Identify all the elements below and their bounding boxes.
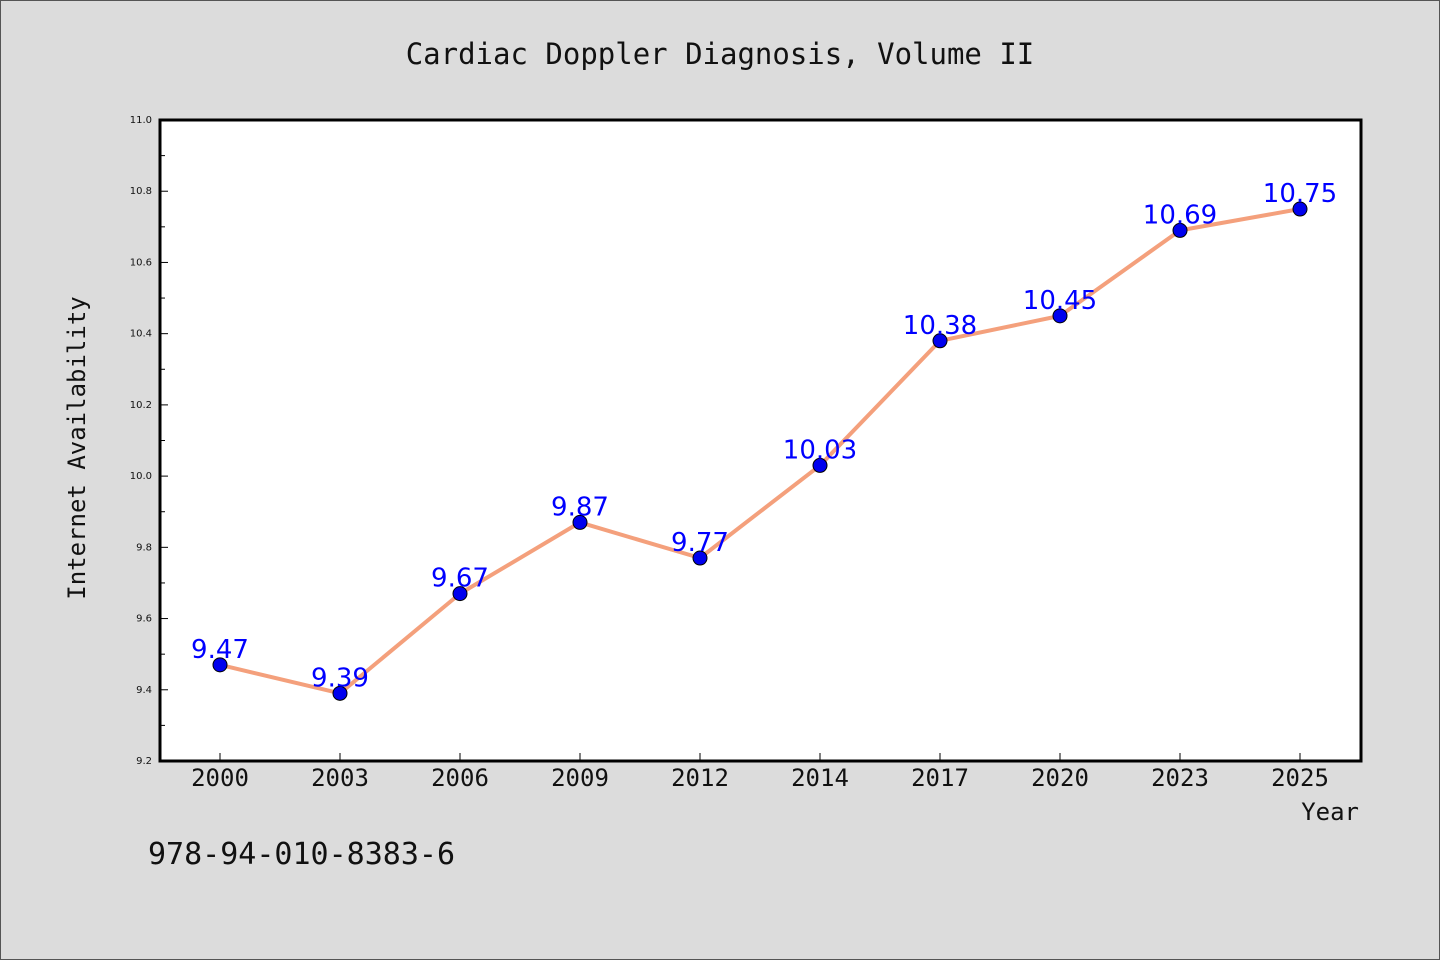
data-point [932, 333, 948, 349]
data-label: 10.03 [783, 435, 857, 465]
x-tick-label: 2020 [1031, 764, 1089, 792]
y-tick-label: 9.4 [136, 685, 152, 696]
series-group: 9.47 9.39 9.67 9.87 9.77 10.03 10.38 10.45 10.69… [191, 179, 1337, 701]
y-tick-label: 10.0 [130, 471, 152, 482]
x-tick-label: 2006 [431, 764, 489, 792]
isbn-text: 978-94-010-8383-6 [148, 837, 455, 872]
x-tick-label: 2009 [551, 764, 609, 792]
data-label: 9.77 [671, 528, 729, 558]
data-point [692, 550, 708, 566]
y-tick-label: 9.6 [136, 614, 152, 625]
data-point [1052, 308, 1068, 324]
series-line [218, 207, 1302, 696]
x-tick-label: 2000 [191, 764, 249, 792]
x-tick-label: 2025 [1271, 764, 1329, 792]
y-tick-label: 11.0 [130, 115, 152, 126]
y-tick-label: 10.8 [130, 186, 152, 197]
data-point [812, 457, 828, 473]
y-tick-label: 10.2 [130, 400, 152, 411]
x-tick-label: 2023 [1151, 764, 1209, 792]
data-point [1292, 201, 1308, 217]
x-tick-label: 2014 [791, 764, 849, 792]
y-axis: 9.2 9.4 9.6 9.8 10.0 10.2 10.4 10.6 10.8 11.0 [130, 115, 168, 767]
x-axis-label: Year [1301, 798, 1359, 826]
data-label: 9.67 [431, 564, 489, 594]
data-point [572, 514, 588, 530]
x-tick-label: 2017 [911, 764, 969, 792]
data-label: 9.87 [551, 492, 609, 522]
y-tick-label: 10.6 [130, 257, 152, 268]
data-label: 9.47 [191, 635, 249, 665]
data-point [1172, 222, 1188, 238]
data-point [212, 657, 228, 673]
data-label: 10.69 [1143, 200, 1217, 230]
x-axis: 2000 2003 2006 2009 2012 2014 2017 2020 2023 2025 [191, 753, 1329, 792]
data-point [452, 586, 468, 602]
y-tick-label: 10.4 [130, 329, 152, 340]
chart-title: Cardiac Doppler Diagnosis, Volume II [406, 37, 1035, 71]
y-axis-label: Internet Availability [63, 296, 91, 599]
data-label: 10.75 [1263, 179, 1337, 209]
x-tick-label: 2012 [671, 764, 729, 792]
x-tick-label: 2003 [311, 764, 369, 792]
data-point [332, 685, 348, 701]
data-label: 9.39 [311, 663, 369, 693]
data-label: 10.45 [1023, 286, 1097, 316]
y-tick-label: 9.8 [136, 542, 152, 553]
y-tick-label: 9.2 [136, 756, 152, 767]
plot-area [158, 118, 1363, 763]
data-label: 10.38 [903, 311, 977, 341]
